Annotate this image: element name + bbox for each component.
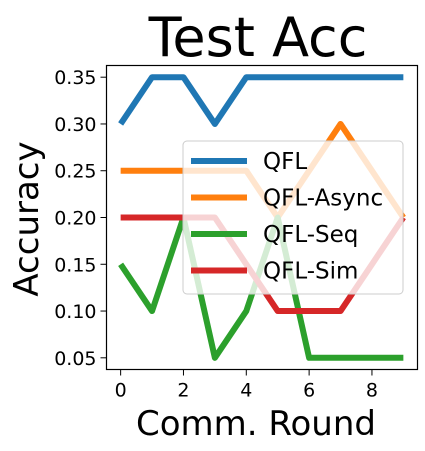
x-tick-label: 8 <box>366 380 378 402</box>
x-tick-label: 6 <box>303 380 315 402</box>
series-line-0 <box>118 74 404 127</box>
y-tick-label: 0.10 <box>54 301 96 323</box>
y-tick-label: 0.05 <box>54 348 96 370</box>
y-tick-label: 0.25 <box>54 161 96 183</box>
y-tick-label: 0.15 <box>54 254 96 276</box>
y-tick-label: 0.35 <box>54 67 96 89</box>
legend-box <box>182 140 404 295</box>
legend-label-2: QFL-Seq <box>263 222 358 248</box>
legend: QFL QFL-Async QFL-Seq QFL-Sim <box>182 140 404 295</box>
y-tick-label: 0.30 <box>54 114 96 136</box>
y-tick-label: 0.20 <box>54 208 96 230</box>
legend-label-0: QFL <box>263 149 307 175</box>
chart-title: Test Acc <box>148 6 368 69</box>
plot-frame <box>105 64 419 371</box>
x-tick-label: 4 <box>240 380 252 402</box>
x-tick-label: 2 <box>177 380 189 402</box>
x-tick-label: 0 <box>115 380 127 402</box>
legend-label-3: QFL-Sim <box>263 259 358 285</box>
y-axis-label: Accuracy <box>7 141 47 296</box>
ticks-layer: 0 2 4 6 8 0.05 0.10 0.15 0.20 0.25 0.30 0.35 <box>54 67 378 401</box>
x-axis-label: Comm. Round <box>136 404 376 444</box>
legend-label-1: QFL-Async <box>263 186 383 212</box>
